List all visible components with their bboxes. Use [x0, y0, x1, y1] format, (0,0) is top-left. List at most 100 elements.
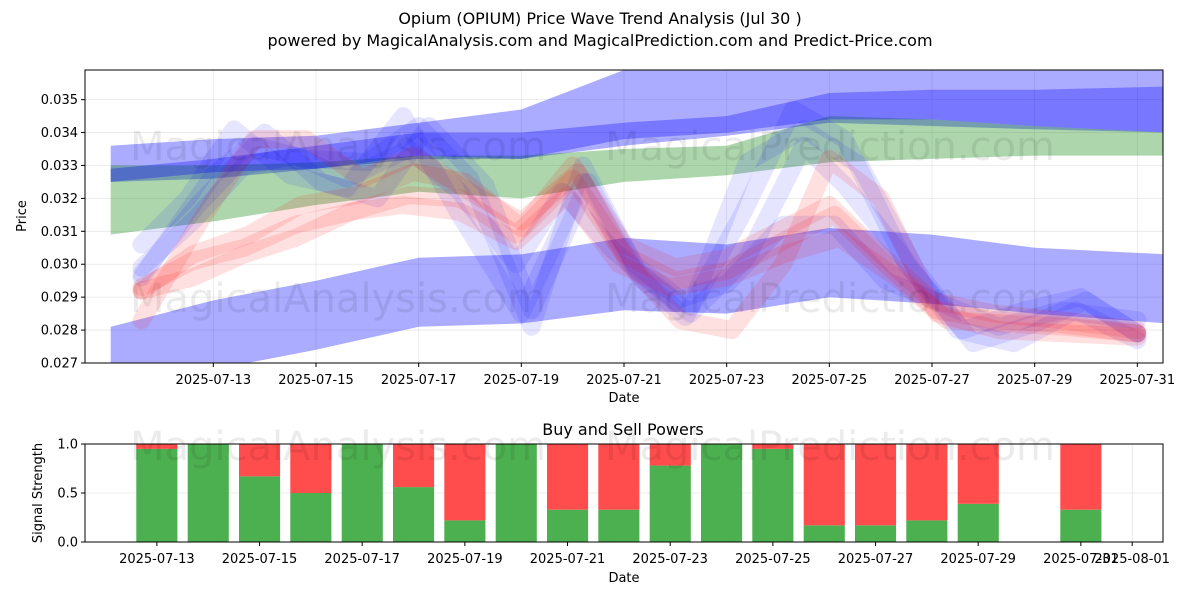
power-x-tick-label: 2025-07-19	[427, 552, 503, 567]
sell-bar	[290, 444, 332, 493]
price-grid	[85, 70, 1163, 364]
sell-bar	[598, 444, 640, 510]
sell-bar	[547, 444, 589, 510]
watermark-mid-left: MagicalAnalysis.com	[130, 276, 546, 322]
band-0	[110, 70, 1163, 182]
sell-bar	[957, 444, 999, 504]
price-x-axis-label: Date	[608, 391, 639, 406]
band-3	[110, 228, 1163, 363]
buy-bar	[290, 493, 332, 542]
buy-bar	[906, 520, 948, 542]
wave-3	[132, 140, 1147, 336]
watermark-bottom-right: MagicalPrediction.com	[605, 424, 1055, 470]
price-y-tick-label: 0.030	[41, 258, 78, 273]
buy-bar	[239, 476, 281, 542]
buy-bar	[341, 444, 383, 542]
power-chart-title: Buy and Sell Powers	[542, 420, 704, 439]
buy-bar	[495, 444, 537, 542]
price-x-tick-label: 2025-07-31	[1100, 373, 1176, 388]
sell-bar	[239, 444, 281, 477]
wave-6	[132, 130, 1147, 346]
price-x-ticks: 2025-07-13 2025-07-15 2025-07-17 2025-07-19…	[176, 363, 1176, 388]
price-x-tick-label: 2025-07-21	[586, 373, 662, 388]
sell-bar	[393, 444, 435, 488]
price-x-tick-label: 2025-07-27	[894, 373, 970, 388]
price-y-tick-label: 0.027	[41, 357, 78, 372]
buy-bar	[701, 444, 743, 542]
watermark-top-right: MagicalPrediction.com	[605, 124, 1055, 170]
price-y-axis-label: Price	[15, 200, 30, 232]
sell-bar	[906, 444, 948, 521]
price-y-tick-label: 0.029	[41, 291, 78, 306]
price-x-tick-label: 2025-07-23	[689, 373, 765, 388]
wave-0	[132, 100, 1147, 343]
buy-bar	[957, 503, 999, 542]
price-plot: MagicalAnalysis.com MagicalPrediction.co…	[15, 69, 1176, 406]
power-y-tick-label: 0.0	[57, 536, 78, 551]
band-1	[110, 116, 1163, 235]
price-x-tick-label: 2025-07-25	[792, 373, 868, 388]
watermark-mid-right: MagicalPrediction.com	[605, 276, 1055, 322]
price-x-tick-label: 2025-07-15	[278, 373, 354, 388]
buy-bar	[803, 525, 845, 542]
price-y-tick-label: 0.034	[41, 126, 78, 141]
price-y-ticks: 0.027 0.028 0.029 0.030 0.031 0.032 0.033 0.034…	[41, 93, 85, 372]
price-x-tick-label: 2025-07-17	[381, 373, 457, 388]
wave-4	[132, 169, 1147, 343]
chart-subtitle: powered by MagicalAnalysis.com and Magic…	[267, 31, 933, 50]
price-y-tick-label: 0.031	[41, 225, 78, 240]
price-x-tick-label: 2025-07-19	[484, 373, 560, 388]
power-x-tick-label: 2025-08-01	[1094, 552, 1170, 567]
band-2	[110, 86, 1163, 182]
price-y-tick-label: 0.033	[41, 159, 78, 174]
power-plot: Buy and Sell Powers MagicalAnalysis.com …	[31, 420, 1170, 586]
wave-1	[132, 117, 1147, 353]
price-y-tick-label: 0.028	[41, 324, 78, 339]
price-x-tick-label: 2025-07-13	[176, 373, 252, 388]
price-x-tick-label: 2025-07-29	[997, 373, 1073, 388]
price-y-tick-label: 0.032	[41, 192, 78, 207]
sell-bar	[1060, 444, 1102, 510]
watermark-top-left: MagicalAnalysis.com	[130, 124, 546, 170]
buy-bar	[393, 487, 435, 542]
buy-bar	[855, 525, 897, 542]
buy-bar	[649, 465, 691, 542]
sell-bar	[752, 444, 794, 449]
wave-2	[132, 117, 1147, 353]
power-x-tick-label: 2025-07-17	[324, 552, 400, 567]
chart-title: Opium (OPIUM) Price Wave Trend Analysis …	[398, 9, 802, 28]
buy-bar	[752, 448, 794, 542]
power-x-tick-label: 2025-07-21	[530, 552, 606, 567]
buy-bar	[136, 448, 178, 542]
watermark-bottom-left: MagicalAnalysis.com	[130, 424, 546, 470]
power-x-tick-label: 2025-07-27	[838, 552, 914, 567]
power-y-ticks: 0.0 0.5 1.0	[57, 438, 85, 551]
power-bars	[136, 444, 1102, 542]
price-y-tick-label: 0.035	[41, 93, 78, 108]
price-series	[110, 70, 1163, 363]
power-x-axis-label: Date	[608, 571, 639, 586]
buy-bar	[547, 509, 589, 542]
sell-bar	[649, 444, 691, 466]
power-y-tick-label: 0.5	[57, 487, 78, 502]
buy-bar	[1060, 509, 1102, 542]
power-x-tick-label: 2025-07-13	[119, 552, 195, 567]
power-x-tick-label: 2025-07-25	[735, 552, 811, 567]
power-x-tick-label: 2025-07-31	[1043, 552, 1119, 567]
wave-7	[132, 186, 1147, 343]
power-y-tick-label: 1.0	[57, 438, 78, 453]
power-x-tick-label: 2025-07-29	[940, 552, 1016, 567]
sell-bar	[136, 444, 178, 449]
sell-bar	[444, 444, 486, 521]
power-x-tick-label: 2025-07-23	[632, 552, 708, 567]
wave-5	[132, 156, 1147, 340]
price-plot-area	[85, 70, 1163, 363]
power-y-axis-label: Signal Strength	[31, 443, 46, 543]
power-x-ticks: 2025-07-13 2025-07-15 2025-07-17 2025-07-19…	[119, 542, 1170, 567]
sell-bar	[855, 444, 897, 526]
power-x-tick-label: 2025-07-15	[222, 552, 298, 567]
buy-bar	[187, 444, 229, 542]
buy-bar	[598, 509, 640, 542]
buy-bar	[444, 520, 486, 542]
